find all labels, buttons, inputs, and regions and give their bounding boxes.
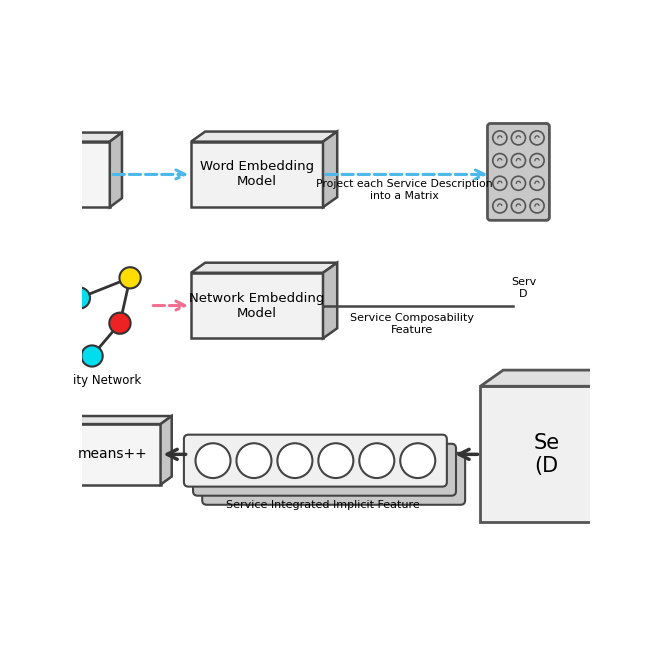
Text: Serv
D: Serv D bbox=[511, 277, 536, 299]
Text: Service Composability
Feature: Service Composability Feature bbox=[350, 313, 474, 335]
Circle shape bbox=[400, 443, 436, 478]
Text: means++: means++ bbox=[77, 447, 147, 461]
Text: Service Integrated Implicit Feature: Service Integrated Implicit Feature bbox=[226, 500, 420, 510]
Polygon shape bbox=[54, 141, 110, 207]
Text: Word Embedding
Model: Word Embedding Model bbox=[200, 160, 314, 189]
Text: Project each Service Description
into a Matrix: Project each Service Description into a … bbox=[316, 179, 493, 201]
Polygon shape bbox=[480, 386, 607, 523]
Polygon shape bbox=[191, 141, 323, 207]
Polygon shape bbox=[110, 132, 122, 207]
Circle shape bbox=[69, 288, 90, 309]
FancyBboxPatch shape bbox=[487, 124, 550, 220]
Polygon shape bbox=[47, 416, 172, 424]
Text: Network Embedding
Model: Network Embedding Model bbox=[189, 291, 325, 320]
Text: Se
(D: Se (D bbox=[533, 433, 559, 476]
Polygon shape bbox=[323, 132, 337, 207]
Circle shape bbox=[81, 345, 103, 367]
Polygon shape bbox=[480, 370, 630, 386]
Circle shape bbox=[318, 443, 353, 478]
FancyBboxPatch shape bbox=[193, 443, 456, 496]
Polygon shape bbox=[323, 263, 337, 339]
Polygon shape bbox=[607, 370, 630, 523]
Text: ity Network: ity Network bbox=[73, 373, 141, 386]
Polygon shape bbox=[54, 132, 122, 141]
Polygon shape bbox=[160, 416, 172, 485]
Polygon shape bbox=[191, 263, 337, 272]
Circle shape bbox=[236, 443, 271, 478]
Circle shape bbox=[195, 443, 231, 478]
FancyBboxPatch shape bbox=[184, 435, 447, 487]
Circle shape bbox=[119, 267, 141, 288]
FancyBboxPatch shape bbox=[202, 453, 465, 505]
Polygon shape bbox=[47, 424, 160, 485]
Circle shape bbox=[360, 443, 394, 478]
Circle shape bbox=[109, 312, 130, 334]
Circle shape bbox=[278, 443, 312, 478]
Polygon shape bbox=[191, 272, 323, 339]
Polygon shape bbox=[191, 132, 337, 141]
